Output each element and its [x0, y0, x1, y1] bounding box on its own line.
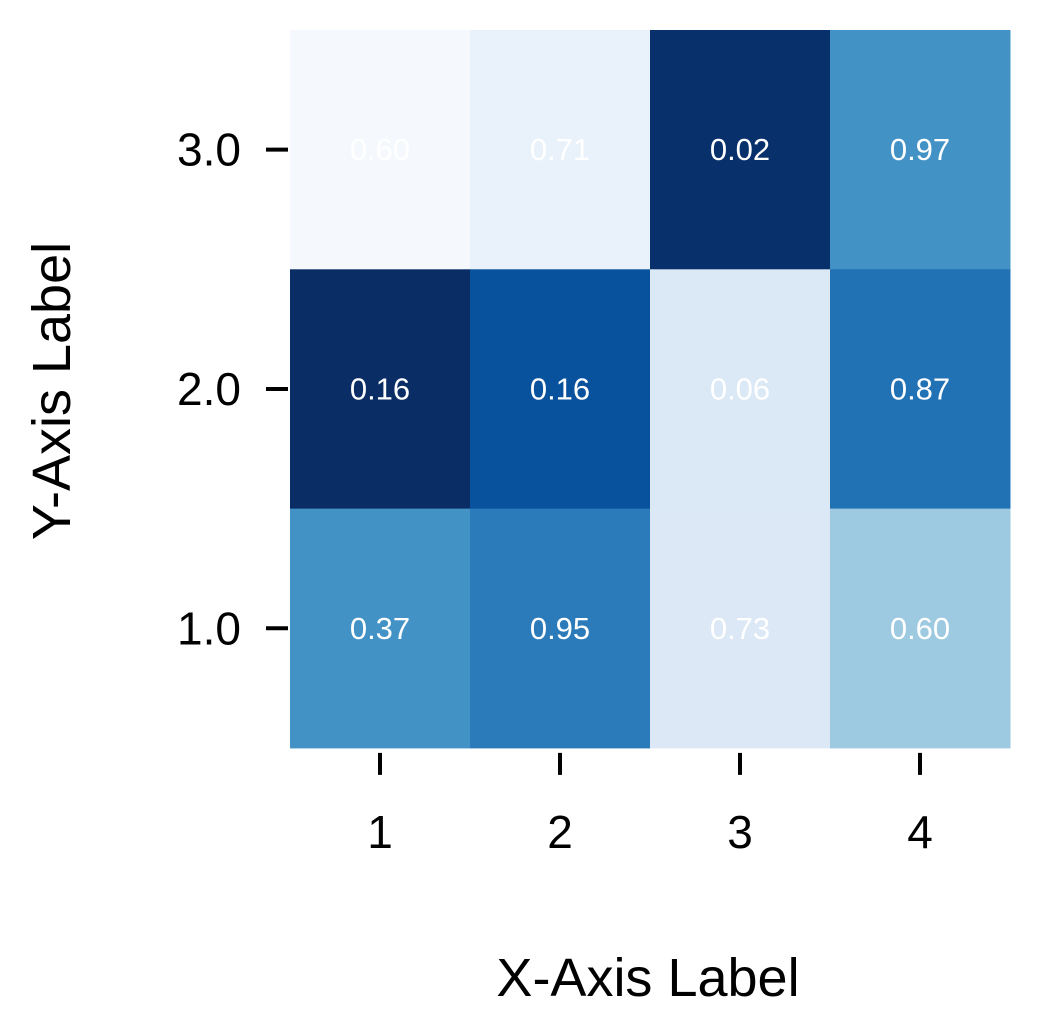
heatmap-cell — [650, 30, 831, 270]
cell-value-label: 0.60 — [350, 132, 410, 167]
cell-value-label: 0.06 — [710, 371, 770, 406]
cell-value-label: 0.87 — [890, 371, 950, 406]
y-axis-label: Y-Axis Label — [22, 242, 82, 540]
cell-value-label: 0.60 — [890, 611, 950, 646]
heatmap-cell — [650, 508, 831, 749]
cell-annotations: 0.60 0.71 0.02 0.97 0.16 0.16 0.06 0.87 0.37 0.95… — [350, 132, 950, 646]
heatmap-cell — [470, 269, 651, 510]
x-tick-label: 2 — [547, 806, 573, 858]
heatmap-cell — [470, 508, 651, 749]
x-axis-label: X-Axis Label — [496, 948, 799, 1008]
x-axis-ticks: 1 2 3 4 — [367, 752, 933, 858]
cell-value-label: 0.73 — [710, 611, 770, 646]
y-tick-label: 3.0 — [177, 124, 241, 176]
heatmap-cell — [290, 508, 471, 749]
y-axis-ticks: 3.0 2.0 1.0 — [177, 124, 288, 654]
heatmap-cell — [830, 269, 1011, 510]
heatmap-cells — [290, 30, 1011, 749]
heatmap-cell — [830, 30, 1011, 270]
cell-value-label: 0.71 — [530, 132, 590, 167]
heatmap-cell — [830, 508, 1011, 749]
cell-value-label: 0.37 — [350, 611, 410, 646]
cell-value-label: 0.95 — [530, 611, 590, 646]
heatmap-cell — [290, 269, 471, 510]
y-tick-label: 1.0 — [177, 602, 241, 654]
x-tick-label: 3 — [727, 806, 753, 858]
heatmap-cell — [470, 30, 651, 270]
x-tick-label: 1 — [367, 806, 393, 858]
cell-value-label: 0.97 — [890, 132, 950, 167]
y-tick-label: 2.0 — [177, 363, 241, 415]
x-tick-label: 4 — [907, 806, 933, 858]
cell-value-label: 0.16 — [530, 371, 590, 406]
heatmap-cell — [650, 269, 831, 510]
cell-value-label: 0.16 — [350, 371, 410, 406]
heatmap-cell — [290, 30, 471, 270]
cell-value-label: 0.02 — [710, 132, 770, 167]
